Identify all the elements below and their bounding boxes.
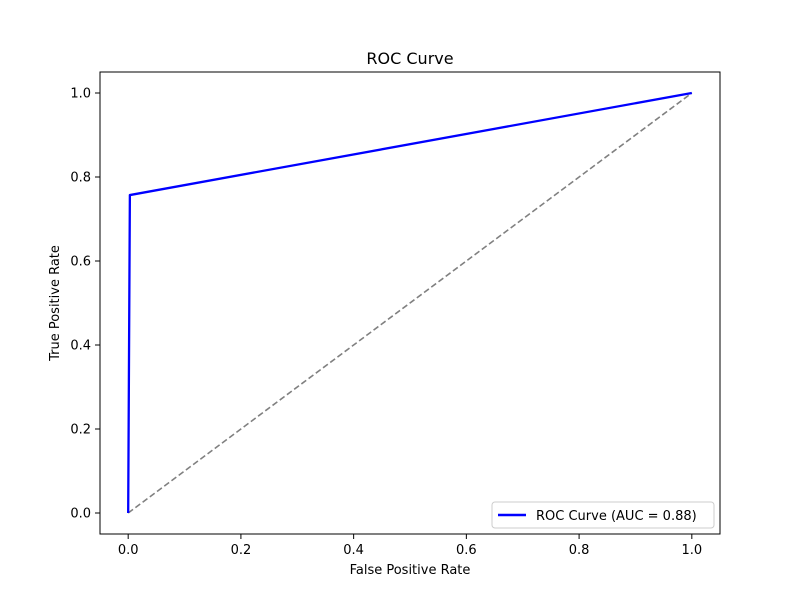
y-tick-label: 0.2 [70, 423, 91, 438]
y-tick-label: 0.0 [70, 507, 91, 522]
x-tick-label: 0.6 [456, 543, 477, 558]
x-tick-label: 0.0 [118, 543, 139, 558]
roc-curve-line [127, 91, 693, 514]
x-tick-label: 1.0 [681, 543, 702, 558]
series-layer [127, 91, 693, 514]
y-tick-label: 0.6 [70, 255, 91, 270]
legend-box [491, 501, 715, 529]
chart-title: ROC Curve [366, 49, 453, 68]
y-tick-label: 1.0 [70, 87, 91, 102]
plot-frame [99, 71, 721, 535]
y-tick-label: 0.8 [70, 171, 91, 186]
x-tick-label: 0.2 [231, 543, 252, 558]
x-axis-ticks: 0.0 0.2 0.4 0.6 0.8 1.0 [118, 534, 702, 558]
y-axis-label: True Positive Rate [48, 245, 63, 362]
y-tick-label: 0.4 [70, 339, 91, 354]
y-axis-ticks: 0.0 0.2 0.4 0.6 0.8 1.0 [70, 87, 100, 522]
legend-entry-roc: ROC Curve (AUC = 0.88) [536, 509, 697, 524]
chance-diagonal-line [127, 92, 693, 514]
x-axis-label: False Positive Rate [350, 563, 471, 578]
legend: ROC Curve (AUC = 0.88) [491, 501, 715, 529]
x-tick-label: 0.4 [343, 543, 364, 558]
x-tick-label: 0.8 [569, 543, 590, 558]
